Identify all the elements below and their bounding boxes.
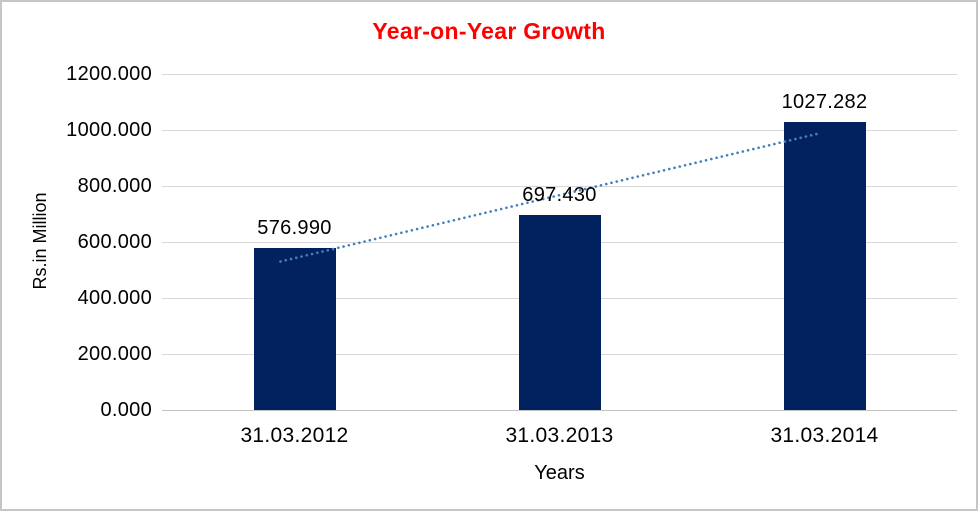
bar-31.03.2012[interactable] [253, 248, 336, 410]
x-tick-label: 31.03.2013 [505, 424, 614, 447]
y-tick-label: 1200.000 [66, 63, 152, 85]
y-tick-label: 600.000 [77, 231, 152, 253]
gridline [162, 185, 957, 187]
y-tick-label: 1000.000 [66, 119, 152, 141]
gridline [162, 129, 957, 131]
x-axis-title: Years [534, 462, 585, 484]
gridline [162, 73, 957, 75]
y-axis-title: Rs.in Million [30, 192, 50, 290]
plot-area: 0.000 200.000 400.000 600.000 800.000 1000.00… [66, 63, 957, 447]
bar-31.03.2013[interactable] [518, 214, 601, 410]
bar-value-label: 1027.282 [781, 91, 868, 114]
y-tick-label: 800.000 [77, 175, 152, 197]
y-tick-label: 0.000 [100, 399, 152, 421]
y-tick-label: 400.000 [77, 287, 152, 309]
linear-trendline[interactable] [279, 131, 822, 263]
x-axis-line [162, 409, 957, 411]
bar-31.03.2014[interactable] [783, 122, 866, 410]
y-tick-label: 200.000 [77, 343, 152, 365]
trendline-layer [279, 131, 822, 263]
x-tick-label: 31.03.2014 [770, 424, 879, 447]
chart-title: Year-on-Year Growth [372, 18, 606, 44]
bar-value-label: 697.430 [522, 183, 597, 206]
bar-value-label: 576.990 [257, 217, 332, 240]
x-tick-label: 31.03.2012 [240, 424, 349, 447]
